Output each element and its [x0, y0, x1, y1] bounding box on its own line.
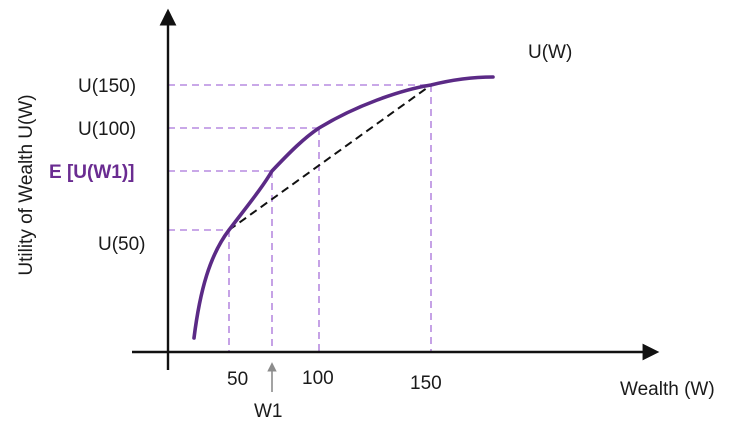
x-tick-150: 150 — [410, 373, 442, 394]
curve-label: U(W) — [528, 42, 572, 63]
expected-utility-chord — [228, 84, 432, 231]
guide-lines — [168, 84, 432, 352]
utility-curve — [192, 75, 495, 340]
y-tick-u50: U(50) — [98, 234, 146, 255]
x-tick-100: 100 — [302, 368, 334, 389]
y-tick-u100: U(100) — [78, 119, 136, 140]
y-tick-expected-utility: E [U(W1)] — [49, 162, 134, 183]
y-tick-u150: U(150) — [78, 76, 136, 97]
w1-label: W1 — [254, 401, 283, 422]
x-axis-label: Wealth (W) — [620, 379, 715, 400]
x-tick-50: 50 — [227, 369, 248, 390]
y-axis-label: Utility of Wealth U(W) — [16, 94, 37, 275]
